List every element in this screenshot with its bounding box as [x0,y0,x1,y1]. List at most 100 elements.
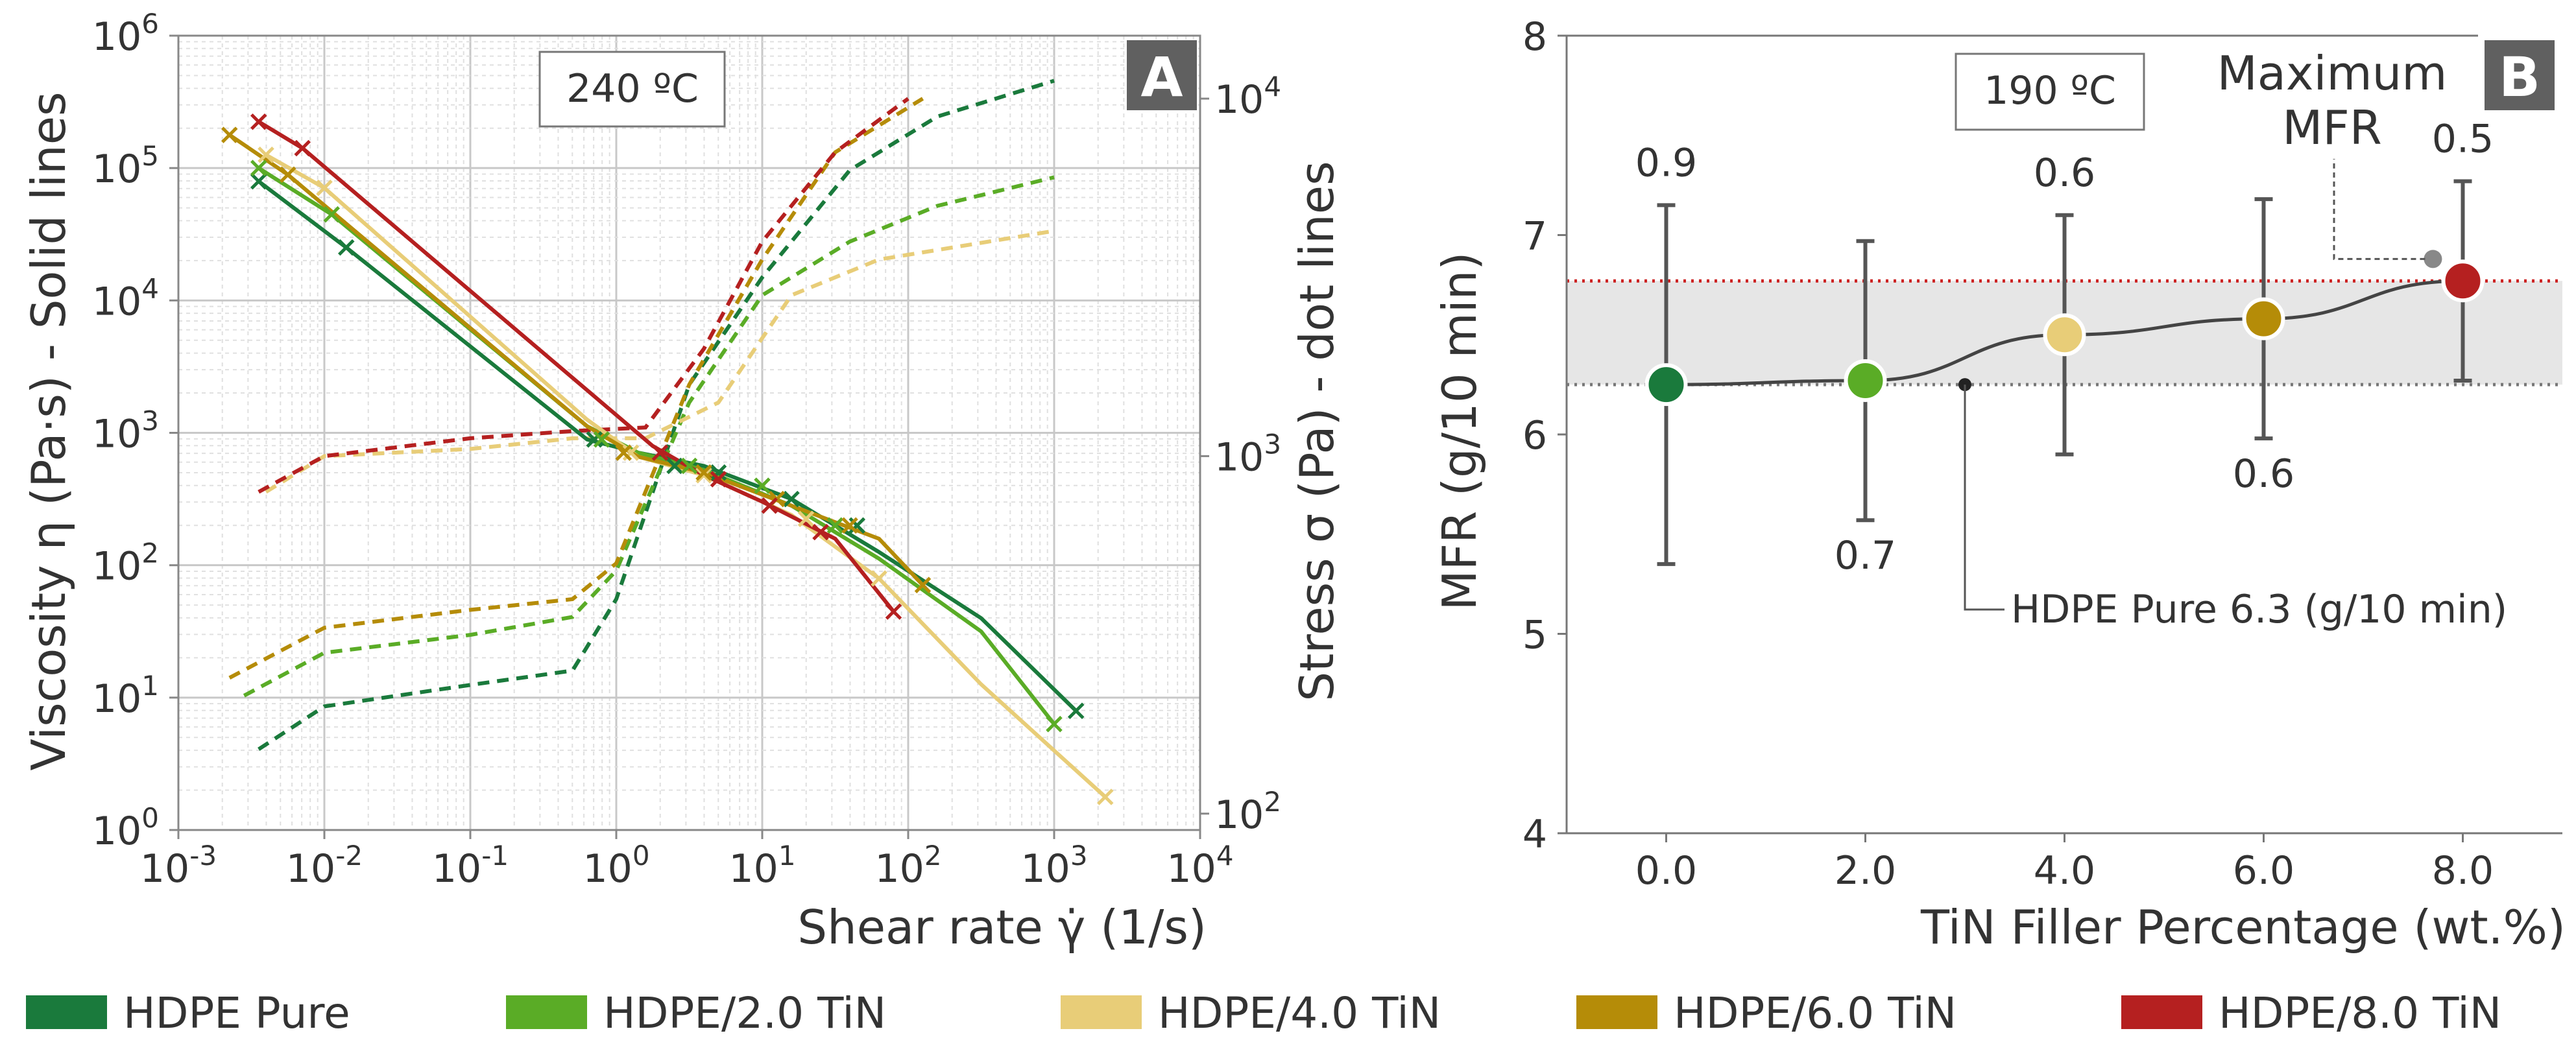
mfr-x-tick-label: 6.0 [2233,848,2294,894]
viscosity-marker [593,431,610,448]
mfr-point [1644,363,1688,407]
y-tick-label: 101 [92,670,159,722]
baseline-leader-line [1964,385,2004,611]
stress-series-line [258,78,1055,752]
viscosity-marker [797,510,815,527]
y-tick-label: 103 [92,405,159,457]
panel-letter-b: B [2499,45,2540,109]
stress-series-line [243,175,1055,698]
stress-y-axis-title: Stress σ (Pa) - dot lines [1290,161,1344,701]
viscosity-marker [826,517,844,534]
legend-label: HDPE/8.0 TiN [2219,988,2501,1038]
mfr-chart: 0.0 2.0 4.0 6.0 8.0 4 5 6 7 8 0.9 0.7 0.6 0.6 0.5 TiN… [1432,14,2566,954]
mfr-x-tick-label: 4.0 [2034,848,2095,894]
mfr-x-tick-label: 8.0 [2432,848,2494,894]
mfr-point [1844,359,1887,402]
panel-letter-a: A [1140,45,1183,109]
viscosity-marker [783,490,800,508]
legend-label: HDPE/2.0 TiN [603,988,886,1038]
mfr-y-tick-label: 6 [1523,413,1547,458]
legend-swatch [2121,995,2202,1029]
legend-swatch [1061,995,1142,1029]
viscosity-marker [316,180,333,196]
viscosity-marker [323,206,341,223]
viscosity-marker [885,603,902,620]
legend-swatch [506,995,587,1029]
y-tick-label: 106 [92,8,159,60]
viscosity-marker [812,523,829,541]
stress-series-line [228,97,924,680]
max-leader-line [2333,159,2426,260]
viscosity-marker [294,139,311,157]
viscosity-marker [871,570,887,587]
legend-label: HDPE Pure [123,988,350,1038]
legend-label: HDPE/4.0 TiN [1158,988,1441,1038]
mfr-chart-ticks: 0.0 2.0 4.0 6.0 8.0 4 5 6 7 8 [1523,14,2494,894]
legend-item-hdpe-6-tin: HDPE/6.0 TiN [1576,988,1956,1038]
viscosity-marker [250,113,267,130]
mfr-point [2441,259,2485,303]
viscosity-marker [710,464,727,481]
legend-item-hdpe-pure: HDPE Pure [26,988,350,1038]
max-mfr-label-line1: Maximum [2217,46,2448,101]
error-label: 0.6 [2034,150,2095,196]
mfr-y-tick-label: 7 [1523,214,1547,259]
viscosity-x-axis-title: Shear rate γ̇ (1/s) [797,900,1207,954]
x-tick-label: 101 [728,840,795,892]
legend-item-hdpe-2-tin: HDPE/2.0 TiN [506,988,886,1038]
viscosity-marker [250,160,267,176]
legend: HDPE Pure HDPE/2.0 TiN HDPE/4.0 TiN HDPE… [26,988,2501,1038]
error-label: 0.6 [2233,451,2294,497]
temperature-label-b: 190 ºC [1984,68,2116,113]
baseline-annotation: HDPE Pure 6.3 (g/10 min) [2011,587,2507,632]
viscosity-marker [841,517,858,534]
x-tick-label: 104 [1166,840,1233,892]
viscosity-marker [666,457,683,475]
y2-tick-label: 102 [1214,786,1281,838]
viscosity-marker [258,146,274,163]
x-tick-label: 100 [583,840,649,892]
legend-item-hdpe-8-tin: HDPE/8.0 TiN [2121,988,2501,1038]
viscosity-marker [615,444,632,461]
y-tick-label: 104 [92,272,159,324]
error-label: 0.7 [1835,533,1896,578]
viscosity-marker [651,444,669,461]
mfr-point [2242,297,2285,340]
temperature-box-a [538,51,726,128]
viscosity-marker [710,471,727,488]
temperature-label-a: 240 ºC [566,66,699,112]
viscosity-marker [279,166,296,184]
x-tick-label: 10-3 [140,840,217,892]
viscosity-y-axis-title: Viscosity η (Pa·s) - Solid lines [21,91,76,770]
y2-tick-label: 103 [1214,428,1281,480]
mfr-y-axis-title: MFR (g/10 min) [1432,252,1487,611]
legend-item-hdpe-4-tin: HDPE/4.0 TiN [1061,988,1441,1038]
viscosity-marker [680,457,698,475]
y-tick-label: 102 [92,538,159,589]
mfr-x-tick-label: 2.0 [1835,848,1896,894]
viscosity-marker [695,464,712,481]
mfr-point [2043,313,2086,357]
mfr-y-tick-label: 5 [1523,613,1547,658]
y-tick-label: 105 [92,140,159,192]
x-tick-label: 10-1 [432,840,509,892]
error-label: 0.5 [2432,116,2494,161]
panel-badge-a [1127,40,1197,110]
viscosity-marker [221,126,238,143]
x-tick-label: 102 [874,840,941,892]
viscosity-marker [914,576,932,594]
panel-badge-b [2485,40,2555,110]
viscosity-marker [1067,702,1085,720]
mfr-annotations [1958,159,2442,611]
viscosity-marker [754,477,771,494]
viscosity-marker [695,467,712,484]
legend-label: HDPE/6.0 TiN [1674,988,1956,1038]
mfr-y-tick-label: 8 [1523,14,1547,60]
legend-swatch [26,995,107,1029]
mfr-points-group: 0.9 0.7 0.6 0.6 0.5 [1635,116,2494,578]
stress-series-line [258,97,909,494]
x-tick-label: 103 [1020,840,1087,892]
viscosity-marker [250,172,267,190]
mfr-x-tick-label: 0.0 [1635,848,1697,894]
